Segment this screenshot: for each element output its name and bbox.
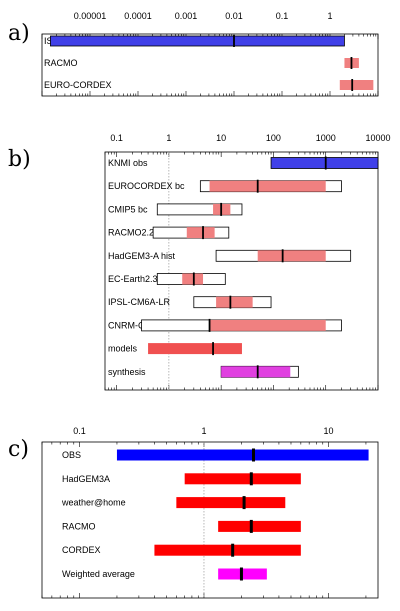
panel-b: b) 0.1 1 10 100 1000 10000 KNMI obs EUROCORDEX b…	[8, 133, 391, 391]
range-bar	[339, 80, 374, 90]
range-bar	[148, 343, 242, 355]
tick-label: 0.01	[225, 11, 243, 21]
tick-label: 10	[323, 426, 333, 436]
tick-label: 0.001	[175, 11, 198, 21]
range-bar	[257, 250, 326, 262]
tick-label: 0.1	[110, 133, 123, 143]
row-label: RACMO	[44, 58, 78, 68]
row-label: EURO-CORDEX	[44, 80, 112, 90]
range-bar	[209, 180, 326, 192]
panel-label: b)	[8, 147, 31, 172]
range-bar	[184, 473, 301, 485]
tick-label: 1	[166, 133, 171, 143]
plot-frame	[41, 33, 379, 97]
row-label: RACMO	[62, 521, 96, 531]
row-label: EC-Earth2.3 bc	[108, 274, 170, 284]
range-bar	[186, 227, 215, 239]
row-label: IPSL-CM6A-LR	[108, 297, 171, 307]
tick-label: 0.1	[276, 11, 289, 21]
row-label: weather@home	[61, 498, 126, 508]
row-label: EUROCORDEX bc	[108, 181, 185, 191]
panel-c: c) 0.1 1 10 OBS HadGEM3A weather@home RACMO CORD…	[8, 426, 379, 599]
range-bar	[50, 35, 345, 47]
row-label: synthesis	[108, 367, 146, 377]
range-bar	[182, 273, 204, 285]
tick-label: 0.1	[73, 426, 86, 436]
row-label: HadGEM3A	[62, 474, 110, 484]
tick-label: 1	[201, 426, 206, 436]
row-label: CMIP5 bc	[108, 204, 148, 214]
plot-frame	[41, 441, 379, 599]
plot-frame	[104, 151, 379, 391]
tick-label: 10000	[365, 133, 390, 143]
tick-label: 0.00001	[74, 11, 107, 21]
row-label: Weighted average	[62, 569, 135, 579]
tick-label: 0.0001	[124, 11, 152, 21]
panel-label: c)	[8, 437, 29, 462]
outer-range-bar	[156, 203, 243, 216]
row-label: RACMO2.2	[108, 228, 154, 238]
row-label: models	[108, 344, 138, 354]
tick-label: 10	[216, 133, 226, 143]
tick-label: 100	[266, 133, 281, 143]
range-bar	[209, 319, 326, 331]
row-label: CORDEX	[62, 545, 101, 555]
tick-label: 1000	[316, 133, 336, 143]
panel-label: a)	[8, 21, 30, 46]
row-label: OBS	[62, 450, 81, 460]
range-bar	[176, 497, 286, 509]
range-bar	[218, 520, 301, 532]
panel-a: a)0.000010.00010.0010.010.11ISD-liteRACM…	[8, 11, 379, 97]
row-label: CNRM-CM6.1	[108, 320, 165, 330]
range-bar	[221, 366, 291, 378]
range-bar	[116, 449, 369, 461]
range-bar	[216, 296, 253, 308]
row-label: KNMI obs	[108, 158, 148, 168]
tick-label: 1	[327, 11, 332, 21]
range-bar	[270, 157, 379, 169]
row-label: HadGEM3-A hist	[108, 251, 176, 261]
range-bar	[154, 544, 301, 556]
